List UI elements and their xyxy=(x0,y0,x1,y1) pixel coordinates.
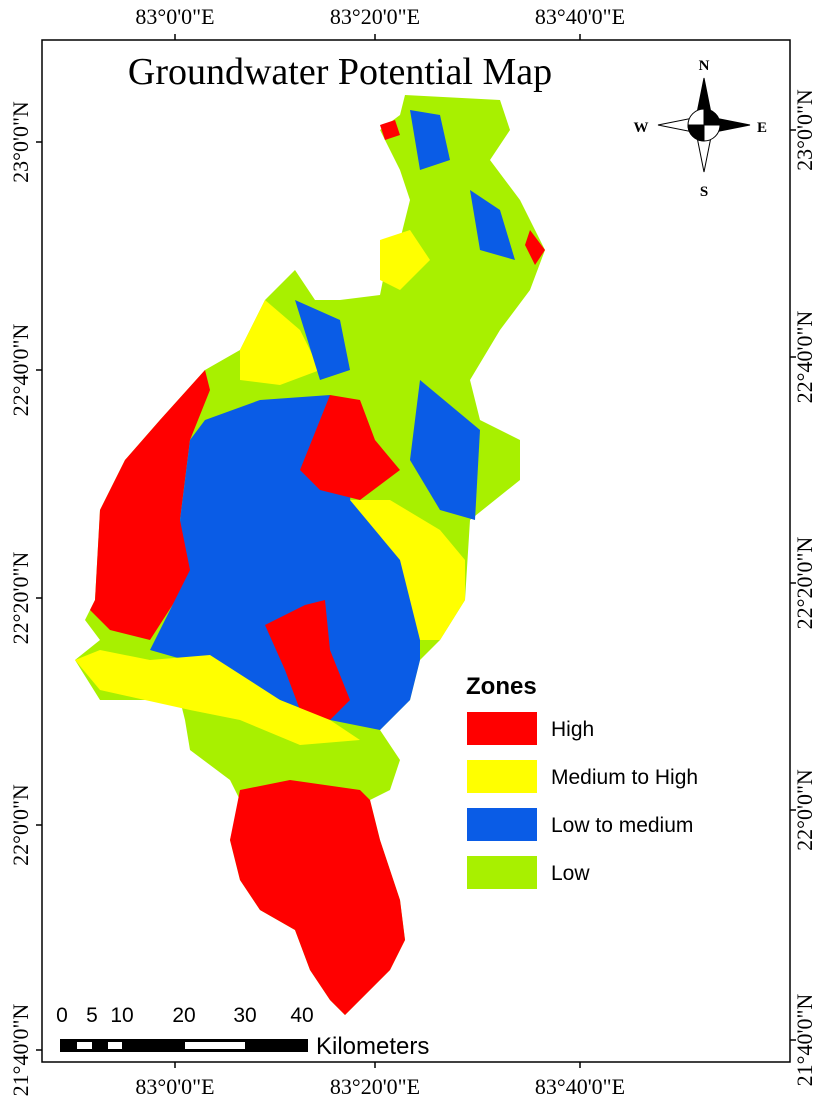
compass-label: N xyxy=(699,58,710,74)
lon-label: 83°40'0"E xyxy=(535,1074,625,1099)
zone-area xyxy=(380,120,400,140)
lat-label: 23°0'0"N xyxy=(792,89,817,171)
lat-label: 22°20'0"N xyxy=(8,552,33,645)
lat-label: 22°0'0"N xyxy=(792,769,817,851)
map-title: Groundwater Potential Map xyxy=(128,51,552,93)
lon-label: 83°40'0"E xyxy=(535,4,625,29)
compass: N S W E xyxy=(634,58,768,200)
legend-title: Zones xyxy=(466,673,537,700)
lat-label: 23°0'0"N xyxy=(8,101,33,183)
scale-label: 30 xyxy=(233,1004,256,1027)
scale-label: 40 xyxy=(290,1004,313,1027)
zone-area xyxy=(350,500,465,640)
zone-area xyxy=(380,230,430,290)
zone-area xyxy=(295,300,350,380)
zone-area xyxy=(90,370,210,640)
lon-label: 83°20'0"E xyxy=(330,4,420,29)
legend-label: Medium to High xyxy=(551,766,698,789)
lat-label: 21°40'0"N xyxy=(8,1004,33,1097)
zone-area xyxy=(230,780,405,1015)
lon-label: 83°0'0"E xyxy=(135,1074,214,1099)
zone-area xyxy=(410,380,480,520)
zone-area xyxy=(470,190,515,260)
legend-swatch xyxy=(467,760,537,793)
legend-swatch xyxy=(467,808,537,841)
lon-label: 83°20'0"E xyxy=(330,1074,420,1099)
compass-label: S xyxy=(700,184,708,200)
lat-label: 22°40'0"N xyxy=(792,311,817,404)
zone-area xyxy=(265,600,350,720)
zone-area xyxy=(75,650,360,745)
lon-label: 83°0'0"E xyxy=(135,4,214,29)
legend-swatch xyxy=(467,856,537,889)
lat-label: 22°20'0"N xyxy=(792,537,817,630)
scale-label: 10 xyxy=(110,1004,133,1027)
lat-label: 22°0'0"N xyxy=(8,784,33,866)
lat-label: 22°40'0"N xyxy=(8,324,33,417)
scale-label: 20 xyxy=(172,1004,195,1027)
zone-area xyxy=(240,300,320,385)
zone-map xyxy=(75,95,545,1015)
zone-area xyxy=(410,110,450,170)
compass-label: E xyxy=(757,120,767,136)
scale-label: 5 xyxy=(86,1004,98,1027)
legend-swatch xyxy=(467,712,537,745)
scale-unit: Kilometers xyxy=(316,1033,429,1060)
zone-area xyxy=(525,230,545,265)
compass-label: W xyxy=(634,120,649,136)
legend-label: Low to medium xyxy=(551,814,693,837)
scale-label: 0 xyxy=(56,1004,68,1027)
legend: Zones High Medium to High Low to medium Low xyxy=(466,673,698,889)
scale-bar: 0 5 10 20 30 40 Kilometers xyxy=(56,1004,429,1060)
lat-label: 21°40'0"N xyxy=(792,994,817,1087)
zone-area xyxy=(300,395,400,500)
legend-label: High xyxy=(551,718,594,741)
legend-label: Low xyxy=(551,862,590,885)
graticule-ticks xyxy=(36,34,796,1068)
